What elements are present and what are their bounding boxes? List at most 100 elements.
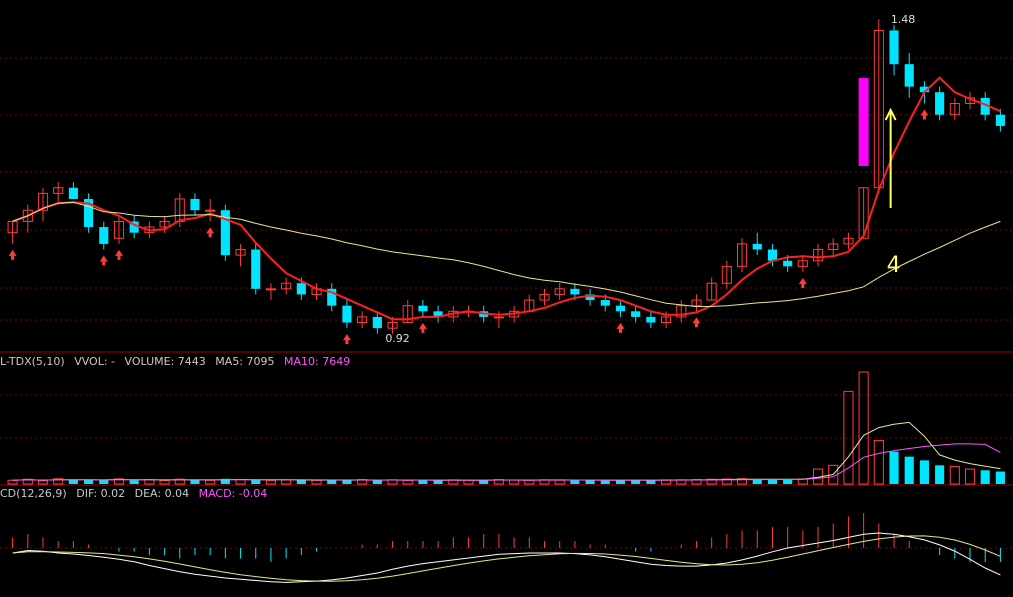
candle-body xyxy=(661,316,672,324)
candle-body xyxy=(828,243,839,251)
macd-dif-line xyxy=(12,532,1001,583)
candle-body xyxy=(493,316,504,319)
signal-up-arrow xyxy=(692,317,701,328)
volume-bar xyxy=(159,480,170,485)
candle-body xyxy=(980,97,990,115)
yellow-arrow-head xyxy=(884,107,897,121)
signal-up-arrow xyxy=(418,322,427,333)
moving-average-lines xyxy=(12,76,1001,321)
highlight-bar xyxy=(858,78,869,166)
volume-bar xyxy=(858,371,869,485)
volume-bar xyxy=(205,479,216,485)
candle-body xyxy=(646,316,656,323)
candle-body xyxy=(858,187,869,239)
volume-bar xyxy=(783,479,793,484)
candle-body xyxy=(53,187,64,194)
volume-bars xyxy=(7,371,1005,485)
volume-bar xyxy=(113,478,125,485)
volume-bar xyxy=(736,478,748,485)
macd-dea-value: DEA: 0.04 xyxy=(134,487,190,500)
volume-value: VOLUME: 7443 xyxy=(124,355,206,368)
candle-body xyxy=(220,210,230,256)
candle-body xyxy=(600,300,610,306)
number-label: 4 xyxy=(887,253,901,278)
candle-body xyxy=(691,299,702,307)
candle-body xyxy=(752,243,762,250)
candle-body xyxy=(767,249,778,261)
candle-body xyxy=(205,209,216,212)
candle-body xyxy=(676,305,687,318)
candle-body xyxy=(296,283,306,295)
candle-body xyxy=(113,220,125,239)
volume-bar xyxy=(904,456,914,484)
ma5-line xyxy=(12,76,1001,321)
top-header xyxy=(0,0,6,7)
volume-ma5-line xyxy=(12,421,1001,481)
candle-body xyxy=(919,86,929,93)
volume-bar xyxy=(7,479,18,485)
signal-up-arrow xyxy=(920,109,929,120)
price-annotations: 1.48 0.92 4 xyxy=(8,13,929,345)
volume-bar xyxy=(99,480,109,484)
volume-bar xyxy=(935,465,945,484)
volume-bar xyxy=(889,451,899,484)
candle-body xyxy=(797,260,808,267)
volume-bar xyxy=(843,390,854,485)
candle-body xyxy=(585,294,595,301)
macd-indicator-label: CD(12,26,9) xyxy=(0,487,67,500)
macd-value: MACD: -0.04 xyxy=(198,487,268,500)
signal-up-arrow xyxy=(8,249,17,260)
signal-up-arrow xyxy=(342,334,351,345)
candle-body xyxy=(615,305,626,312)
volume-bar xyxy=(342,480,352,484)
candle-body xyxy=(84,198,94,228)
volume-bar xyxy=(433,480,443,484)
volume-bar xyxy=(418,480,428,484)
volume-ma10-value: MA10: 7649 xyxy=(284,355,351,368)
candle-body xyxy=(812,249,824,262)
macd-dea-line xyxy=(12,535,1001,582)
candle-body xyxy=(342,305,352,323)
candle-body xyxy=(949,102,960,116)
candle-body xyxy=(281,282,292,290)
volume-bar xyxy=(479,480,489,484)
volume-bar xyxy=(919,460,929,484)
volume-bar xyxy=(190,479,200,484)
candle-body xyxy=(37,192,49,211)
candle-body xyxy=(22,209,33,222)
volume-bar xyxy=(585,480,595,484)
ma-long-line xyxy=(12,201,1001,308)
candle-body xyxy=(783,260,793,267)
volume-bar xyxy=(265,479,277,485)
candle-body xyxy=(554,288,565,295)
signal-up-arrow xyxy=(99,255,108,266)
volume-bar xyxy=(980,470,990,484)
volume-bar xyxy=(631,480,641,484)
volume-bar xyxy=(327,480,337,484)
candle-body xyxy=(631,311,641,317)
volume-bar xyxy=(174,478,185,485)
volume-bar xyxy=(509,479,520,485)
volume-bar xyxy=(281,479,292,485)
candle-body xyxy=(904,64,914,87)
volume-bar xyxy=(524,479,535,485)
volume-bar xyxy=(296,479,306,484)
volume-bar xyxy=(311,479,322,485)
volume-bar xyxy=(68,479,78,484)
candle-body xyxy=(327,288,337,306)
volume-bar xyxy=(949,466,960,485)
volume-bar xyxy=(706,478,717,485)
volume-bar xyxy=(37,480,49,485)
candle-body xyxy=(935,92,945,115)
volume-header: L-TDX(5,10) VVOL: - VOLUME: 7443 MA5: 70… xyxy=(0,355,356,368)
macd-header: CD(12,26,9) DIF: 0.02 DEA: 0.04 MACD: -0… xyxy=(0,487,273,500)
volume-bar xyxy=(646,480,656,484)
signal-up-arrow xyxy=(798,277,807,288)
candle-body xyxy=(539,293,550,301)
candlestick-series xyxy=(7,19,1005,334)
volume-bar xyxy=(84,479,94,484)
volume-bar xyxy=(964,468,976,485)
volume-bar xyxy=(600,480,610,484)
macd-dif-value: DIF: 0.02 xyxy=(76,487,126,500)
